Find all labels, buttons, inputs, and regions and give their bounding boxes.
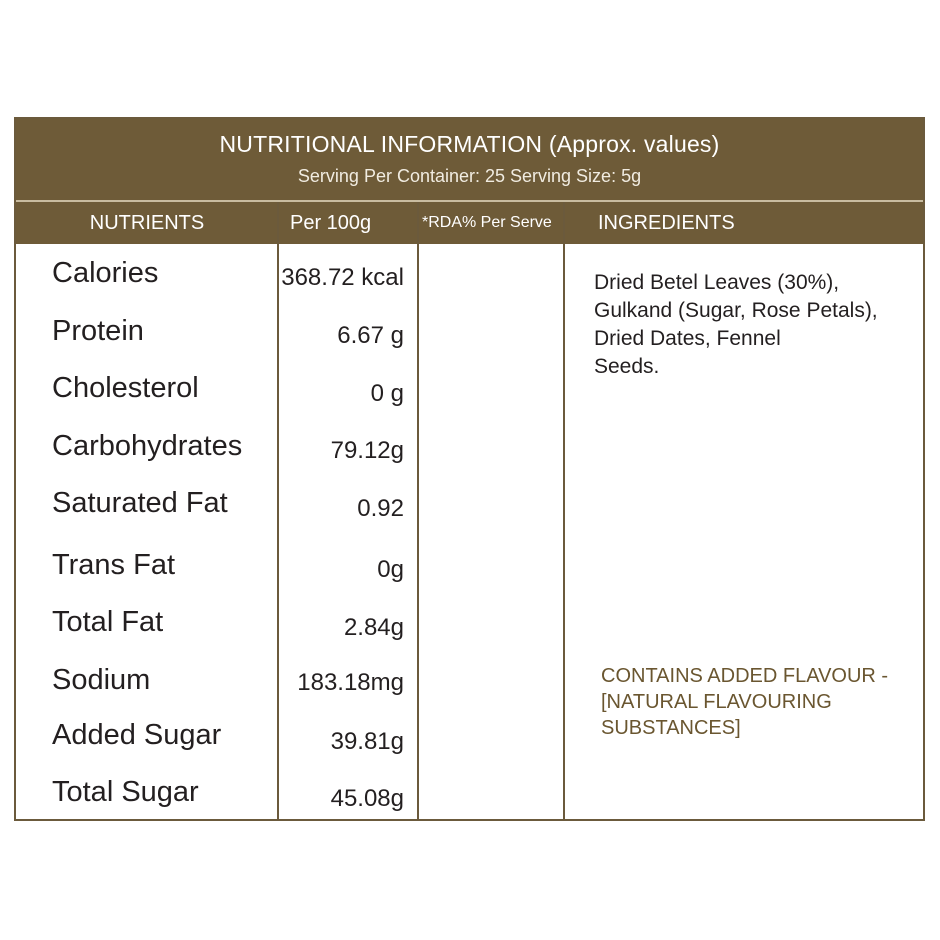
column-header-nutrients-label: NUTRIENTS xyxy=(89,211,205,234)
nutrient-value: 6.67 g xyxy=(337,322,404,349)
column-header-per100g-label: Per 100g xyxy=(290,211,372,234)
nutrient-value: 45.08g xyxy=(330,785,404,812)
nutrient-name: Total Fat xyxy=(52,606,164,638)
nutrient-name: Cholesterol xyxy=(52,372,199,404)
column-divider-1 xyxy=(277,202,279,819)
column-header-ingredients: INGREDIENTS xyxy=(564,202,923,244)
nutrient-name: Added Sugar xyxy=(52,719,222,751)
nutrient-name: Total Sugar xyxy=(52,776,199,808)
column-header-nutrients: NUTRIENTS xyxy=(16,202,278,244)
nutrient-name: Saturated Fat xyxy=(52,487,228,519)
flavour-note: CONTAINS ADDED FLAVOUR - [NATURAL FLAVOU… xyxy=(601,665,889,739)
nutrient-value: 368.72 kcal xyxy=(281,264,404,291)
nutrient-name: Calories xyxy=(52,257,159,289)
column-header-per100g: Per 100g xyxy=(278,202,418,244)
header-title: NUTRITIONAL INFORMATION (Approx. values) xyxy=(219,131,720,157)
column-header-rda: *RDA% Per Serve xyxy=(418,202,564,244)
nutrient-value: 0.92 xyxy=(357,495,404,522)
nutrient-name: Sodium xyxy=(52,664,151,696)
nutrition-header: NUTRITIONAL INFORMATION (Approx. values)… xyxy=(16,119,923,200)
nutrient-value: 0g xyxy=(377,556,404,583)
header-divider xyxy=(16,200,923,202)
column-header-ingredients-label: INGREDIENTS xyxy=(598,211,735,234)
nutrient-value: 39.81g xyxy=(330,728,404,755)
nutrient-name: Protein xyxy=(52,315,144,347)
ingredients-text: Dried Betel Leaves (30%), Gulkand (Sugar… xyxy=(594,271,878,378)
nutrition-panel: NUTRITIONAL INFORMATION (Approx. values)… xyxy=(14,117,925,821)
nutrient-name: Carbohydrates xyxy=(52,430,243,462)
column-divider-3 xyxy=(563,202,565,819)
nutrient-value: 79.12g xyxy=(330,437,404,464)
serving-info: Serving Per Container: 25 Serving Size: … xyxy=(297,166,642,186)
column-divider-2 xyxy=(417,202,419,819)
column-header-rda-label: *RDA% Per Serve xyxy=(422,214,552,231)
nutrient-value: 2.84g xyxy=(343,614,404,641)
nutrient-value: 0 g xyxy=(370,380,404,407)
nutrient-name: Trans Fat xyxy=(52,549,176,581)
nutrient-value: 183.18mg xyxy=(297,669,404,696)
